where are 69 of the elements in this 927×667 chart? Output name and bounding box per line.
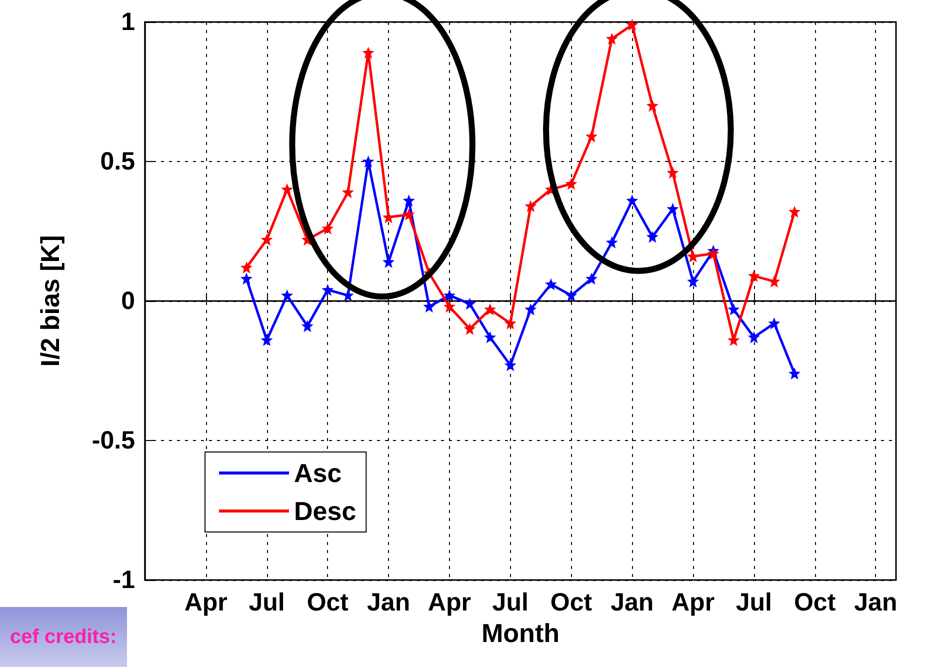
point [402, 208, 415, 221]
point [524, 303, 537, 316]
point [342, 186, 354, 198]
point [748, 270, 760, 282]
x-tick-label: Oct [550, 588, 593, 616]
point [504, 359, 516, 372]
x-tick-label: Apr [671, 588, 715, 616]
y-tick-label: 0.5 [100, 148, 136, 176]
point [707, 248, 720, 260]
text: cef credits: [0, 607, 127, 667]
legend-label: Asc [294, 458, 342, 488]
point [646, 230, 658, 243]
x-tick-label: Oct [306, 588, 350, 616]
point [565, 289, 578, 302]
x-tick-label: Apr [428, 588, 472, 616]
x-tick-label: Jan [610, 588, 654, 616]
point [443, 300, 456, 313]
y-tick-label: -0.5 [92, 426, 136, 454]
point [666, 166, 679, 179]
point [565, 178, 578, 190]
x-tick-label: Oct [794, 588, 836, 616]
x-tick-label: Apr [184, 588, 228, 616]
point [443, 289, 456, 302]
point [260, 234, 273, 246]
point [666, 202, 679, 215]
point [240, 262, 252, 274]
point [646, 100, 658, 112]
point [768, 317, 780, 330]
point [464, 322, 476, 335]
y-axis-title: I/2 bias [K] [35, 235, 65, 367]
point [788, 368, 801, 380]
point [586, 272, 598, 285]
x-axis-title: Month [482, 618, 560, 648]
x-tick-label: Jul [736, 588, 772, 616]
point [524, 200, 537, 212]
point [626, 18, 638, 31]
point [322, 222, 334, 234]
point [382, 256, 395, 268]
point [788, 206, 801, 218]
point [402, 194, 415, 207]
y-tick-label: -1 [112, 566, 136, 594]
point [322, 284, 334, 296]
point [260, 334, 273, 346]
point [748, 331, 760, 344]
point [606, 32, 618, 45]
y-tick-label: 0 [121, 287, 135, 315]
point [484, 303, 496, 316]
x-tick-label: Jul [492, 588, 528, 616]
point [606, 236, 618, 248]
point [544, 278, 557, 290]
point [362, 156, 374, 168]
point [362, 46, 374, 59]
point [423, 300, 436, 313]
legend-label: Desc [294, 496, 356, 526]
point [728, 303, 740, 316]
point [504, 317, 516, 330]
point [464, 298, 476, 310]
point [281, 289, 294, 302]
x-tick-label: Jul [248, 588, 285, 616]
point [484, 331, 496, 344]
point [281, 183, 294, 196]
x-tick-label: Jan [367, 588, 410, 616]
point [240, 272, 252, 285]
x-tick-label: Jan [854, 588, 898, 616]
point [586, 130, 598, 142]
point [687, 275, 700, 288]
point [728, 334, 740, 346]
y-tick-label: 1 [121, 8, 136, 36]
point [301, 320, 314, 332]
